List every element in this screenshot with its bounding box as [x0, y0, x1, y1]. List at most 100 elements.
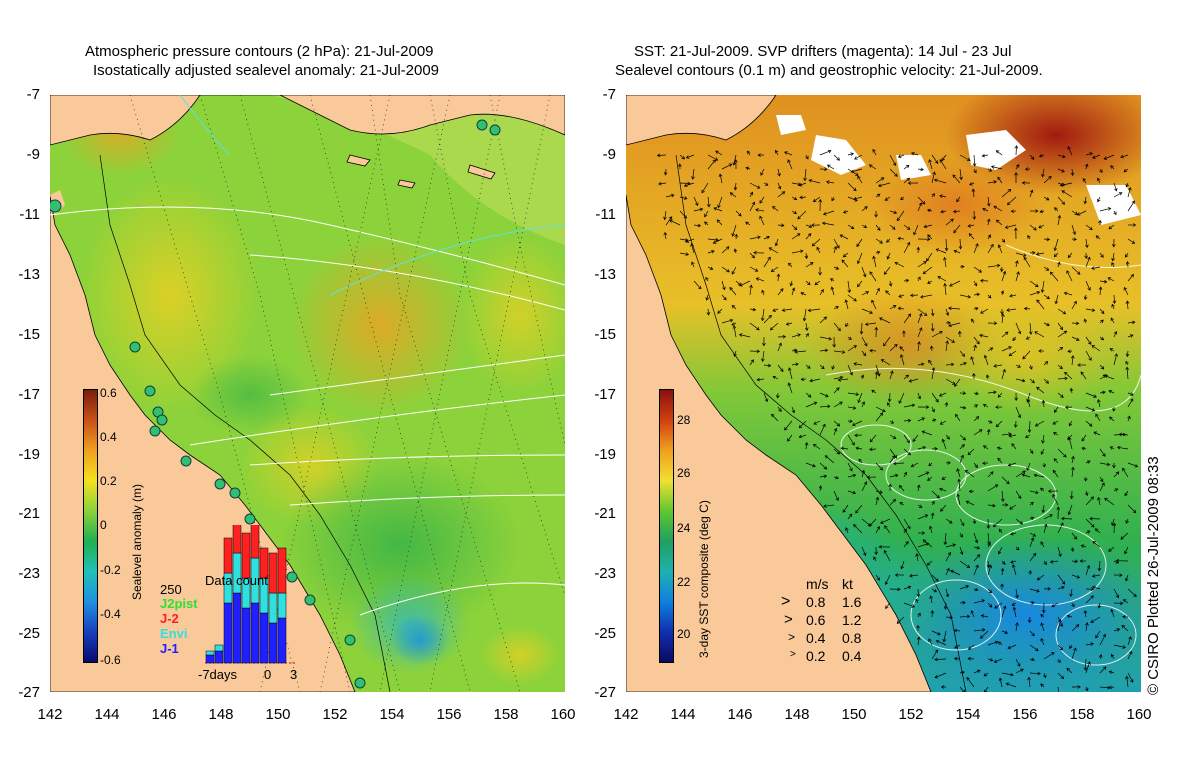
right-y-tick: -7	[602, 86, 616, 103]
histogram-bar	[250, 602, 260, 664]
histogram-bar	[214, 644, 224, 652]
histogram-bar	[205, 654, 215, 664]
velocity-legend-ms: 0.4	[806, 630, 826, 646]
right-title-line1: SST: 21-Jul-2009. SVP drifters (magenta)…	[634, 43, 1012, 60]
right-cb-tick: 28	[677, 413, 691, 427]
data-count-title: Data count	[205, 573, 268, 588]
velocity-legend-arrow-icon: >	[788, 630, 796, 644]
right-map	[626, 95, 1141, 692]
left-title-line2: Isostatically adjusted sealevel anomaly:…	[93, 62, 440, 79]
left-y-tick: -13	[18, 266, 40, 283]
histogram-bar	[250, 517, 260, 559]
right-x-tick: 154	[955, 706, 981, 723]
right-colorbar-title: 3-day SST composite (deg C)	[697, 500, 711, 658]
right-x-tick: 158	[1069, 706, 1095, 723]
left-x-tick: 156	[436, 706, 462, 723]
right-cb-tick: 24	[677, 521, 691, 535]
left-x-tick: 158	[493, 706, 519, 723]
left-x-tick: 152	[322, 706, 348, 723]
right-cb-tick: 22	[677, 575, 691, 589]
histogram-bar	[214, 650, 224, 664]
right-y-tick: -25	[594, 625, 616, 642]
left-cb-tick: 0.2	[100, 474, 117, 488]
right-y-tick: -17	[594, 386, 616, 403]
velocity-legend-arrow-icon: >	[784, 611, 793, 628]
right-y-tick: -15	[594, 326, 616, 343]
right-x-tick: 146	[727, 706, 753, 723]
velocity-legend-kt: 0.4	[842, 648, 862, 664]
histogram-bar	[241, 532, 251, 579]
left-y-tick: -15	[18, 326, 40, 343]
histogram-bar	[268, 622, 278, 664]
hist-x-label-start: -7days	[198, 667, 238, 682]
histogram-bar	[277, 617, 287, 664]
left-y-tick: -17	[18, 386, 40, 403]
left-x-tick: 142	[37, 706, 63, 723]
velocity-legend-kt-header: kt	[842, 576, 853, 592]
right-y-tick: -11	[595, 206, 616, 223]
right-x-tick: 160	[1126, 706, 1152, 723]
left-title-line1: Atmospheric pressure contours (2 hPa): 2…	[85, 43, 434, 60]
left-x-tick: 144	[94, 706, 120, 723]
velocity-legend-kt: 1.6	[842, 594, 862, 610]
right-y-tick: -9	[602, 146, 616, 163]
left-y-tick: -11	[19, 206, 40, 223]
legend-j2pist: J2pist	[160, 596, 198, 611]
histogram-bar	[259, 547, 269, 579]
right-x-tick: 150	[841, 706, 867, 723]
left-colorbar-title: Sealevel anomaly (m)	[130, 483, 144, 600]
left-cb-tick: 0.6	[100, 386, 117, 400]
left-y-tick: -27	[18, 684, 40, 701]
right-y-tick: -19	[594, 446, 616, 463]
hist-x-label-end: 3	[290, 667, 298, 682]
sst-map	[626, 95, 1141, 692]
hist-x-label-zero: 0	[264, 667, 272, 682]
left-y-tick: -23	[18, 565, 40, 582]
right-y-tick: -21	[594, 505, 616, 522]
velocity-legend-kt: 1.2	[842, 612, 862, 628]
copyright-label: © CSIRO Plotted 26-Jul-2009 08:33	[1145, 456, 1162, 695]
legend-envi: Envi	[160, 626, 188, 641]
velocity-legend-kt: 0.8	[842, 630, 862, 646]
histogram-bar	[268, 592, 278, 624]
right-x-tick: 152	[898, 706, 924, 723]
right-x-tick: 148	[784, 706, 810, 723]
velocity-legend-arrow-icon: >	[781, 593, 791, 610]
data-count-histogram	[205, 517, 295, 665]
left-cb-tick: -0.2	[100, 563, 121, 577]
data-count-max: 250	[160, 582, 182, 597]
left-y-tick: -9	[26, 146, 40, 163]
velocity-legend-ms: 0.8	[806, 594, 826, 610]
velocity-legend-arrow-icon: >	[790, 649, 796, 660]
right-title-line2: Sealevel contours (0.1 m) and geostrophi…	[615, 62, 1043, 79]
left-map	[50, 95, 565, 692]
left-x-tick: 160	[550, 706, 576, 723]
histogram-bar	[241, 607, 251, 664]
histogram-bar	[268, 552, 278, 594]
velocity-legend-ms: 0.6	[806, 612, 826, 628]
left-x-tick: 150	[265, 706, 291, 723]
histogram-bar	[223, 537, 233, 574]
histogram-bar	[205, 650, 215, 656]
left-colorbar	[83, 389, 98, 663]
right-y-tick: -13	[594, 266, 616, 283]
right-colorbar	[659, 389, 674, 663]
histogram-bar	[232, 522, 242, 554]
left-y-tick: -21	[18, 505, 40, 522]
velocity-legend-ms: 0.2	[806, 648, 826, 664]
left-cb-tick: 0	[100, 518, 107, 532]
legend-j2: J-2	[160, 611, 179, 626]
left-cb-tick: -0.6	[100, 653, 121, 667]
left-y-tick: -25	[18, 625, 40, 642]
right-cb-tick: 20	[677, 627, 691, 641]
histogram-bar	[259, 612, 269, 664]
left-y-tick: -19	[18, 446, 40, 463]
right-x-tick: 144	[670, 706, 696, 723]
right-y-tick: -23	[594, 565, 616, 582]
sealevel-anomaly-map	[50, 95, 565, 692]
right-x-tick: 156	[1012, 706, 1038, 723]
legend-j1: J-1	[160, 641, 179, 656]
histogram-bar	[277, 592, 287, 619]
left-x-tick: 154	[379, 706, 405, 723]
histogram-bar	[223, 602, 233, 664]
